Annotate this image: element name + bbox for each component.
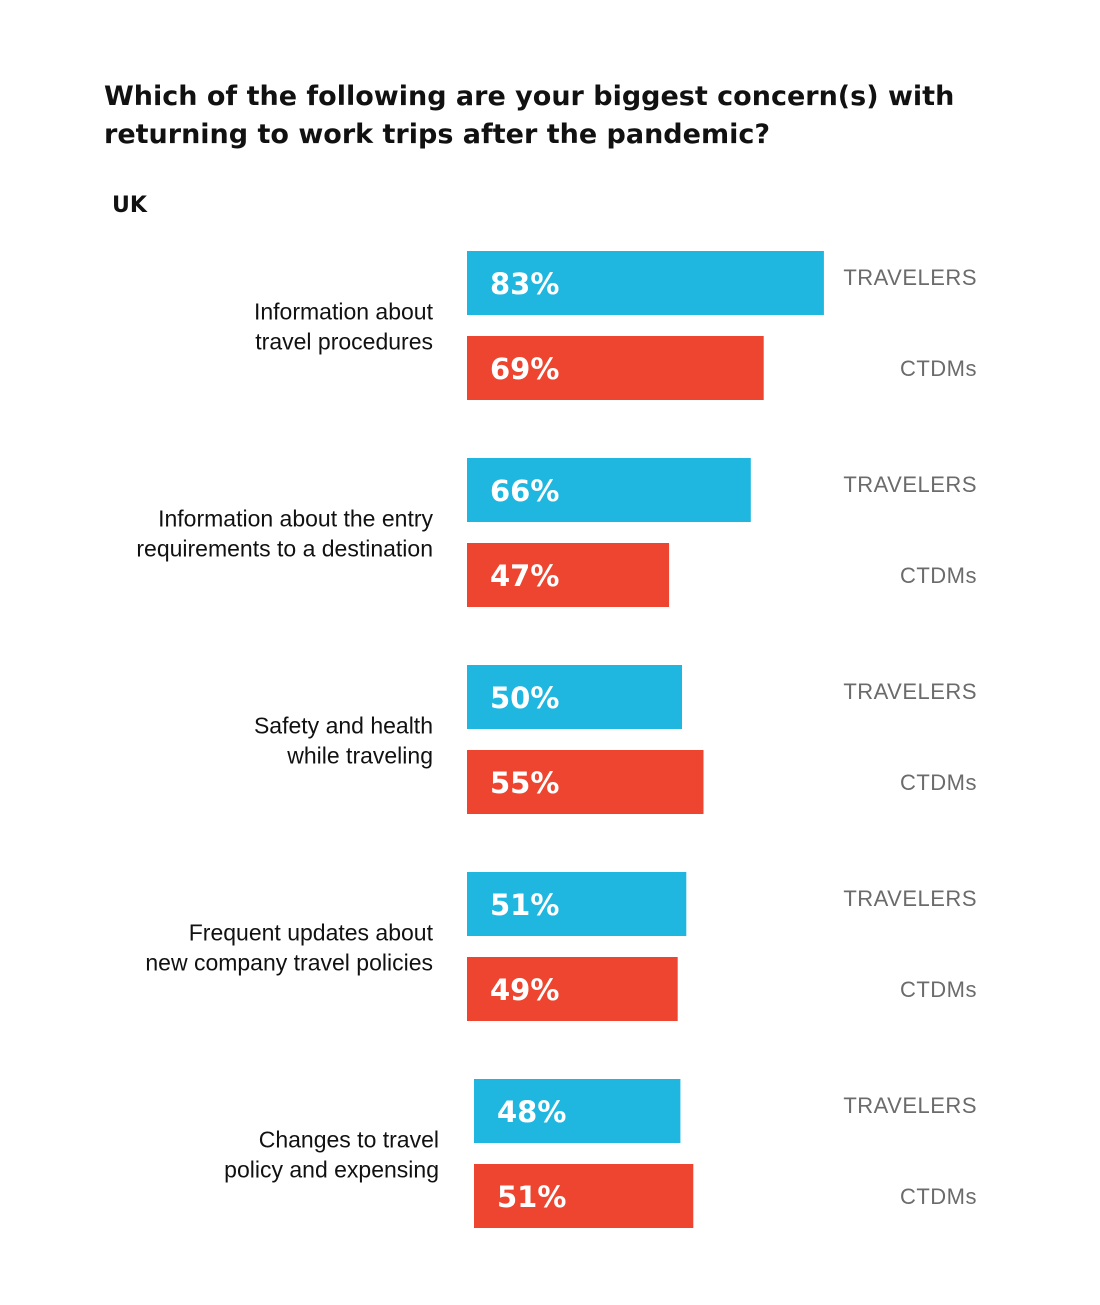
bar-value-label: 55% [490,766,559,800]
bar-value-label: 83% [490,267,559,301]
series-label: TRAVELERS [843,1093,977,1118]
series-label: CTDMs [900,1184,977,1209]
bar-value-label: 48% [497,1095,566,1129]
category-label: requirements to a destination [136,536,433,562]
travelers-bar [467,458,751,522]
ctdms-bar [467,750,704,814]
chart-title-line-1: Which of the following are your biggest … [104,81,955,112]
category-label: Information about the entry [158,506,433,532]
category-label: new company travel policies [145,950,433,976]
ctdms-bar [474,1164,694,1228]
category-label: Changes to travel [259,1127,439,1153]
ctdms-bar [467,543,670,607]
travelers-bar [467,665,682,729]
travelers-bar [467,872,687,936]
series-label: TRAVELERS [843,679,977,704]
bar-value-label: 66% [490,474,559,508]
ctdms-bar [467,957,678,1021]
bar-value-label: 50% [490,681,559,715]
category-label: travel procedures [255,329,433,355]
travelers-bar [474,1079,681,1143]
series-label: TRAVELERS [843,886,977,911]
category-label: Safety and health [254,713,433,739]
series-label: CTDMs [900,356,977,381]
series-label: TRAVELERS [843,472,977,497]
bar-value-label: 51% [490,888,559,922]
chart-title: Which of the following are your biggest … [104,78,1004,154]
series-label: TRAVELERS [843,265,977,290]
category-label: policy and expensing [224,1157,439,1183]
category-label: Frequent updates about [189,920,434,946]
bar-value-label: 49% [490,973,559,1007]
bar-value-label: 51% [497,1180,566,1214]
bar-value-label: 69% [490,352,559,386]
category-label: Information about [254,299,434,325]
bar-value-label: 47% [490,559,559,593]
chart-title-line-2: returning to work trips after the pandem… [104,119,770,150]
category-label: while traveling [286,743,433,769]
travelers-bar [467,251,824,315]
series-label: CTDMs [900,563,977,588]
series-label: CTDMs [900,770,977,795]
chart-subtitle: UK [112,193,147,218]
series-label: CTDMs [900,977,977,1002]
ctdms-bar [467,336,764,400]
